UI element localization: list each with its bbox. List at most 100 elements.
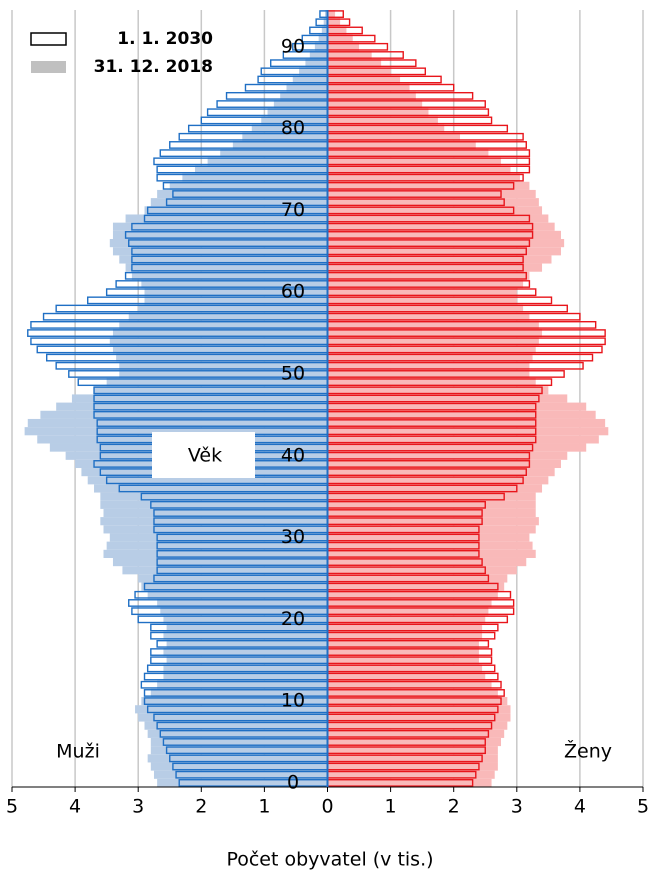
bar — [327, 754, 498, 763]
bar — [327, 173, 520, 182]
bar — [327, 369, 530, 379]
bar — [128, 312, 328, 321]
bar — [119, 255, 328, 264]
bar — [106, 378, 328, 387]
bar — [163, 664, 328, 673]
bar — [327, 337, 539, 346]
bar — [327, 549, 536, 558]
bar — [147, 590, 328, 599]
bar — [327, 574, 508, 583]
bar — [157, 680, 328, 689]
bar — [109, 239, 328, 248]
bar — [292, 75, 328, 84]
bar — [166, 656, 328, 665]
y-tick-label: 80 — [281, 117, 305, 139]
y-tick-label: 50 — [281, 362, 305, 384]
bar — [157, 189, 328, 199]
bar — [327, 296, 517, 305]
x-tick-label: 4 — [69, 796, 81, 818]
bar — [327, 108, 429, 117]
bar — [327, 304, 524, 313]
bar — [157, 778, 328, 787]
bar — [327, 647, 479, 657]
bar — [327, 410, 596, 419]
bar — [106, 541, 328, 550]
bar — [327, 83, 410, 92]
bar — [327, 729, 505, 738]
bar — [327, 697, 508, 706]
bar — [166, 623, 328, 632]
bar — [327, 353, 533, 362]
bar — [119, 361, 328, 370]
age-label-box — [152, 432, 255, 478]
bar — [267, 108, 328, 117]
bar — [119, 320, 328, 329]
bar — [299, 67, 328, 76]
bar — [327, 443, 587, 452]
age-label: Věk — [188, 445, 222, 467]
bar — [327, 639, 479, 648]
bar — [327, 762, 498, 771]
side-label: Muži — [56, 741, 100, 763]
legend-swatch — [31, 61, 66, 73]
x-tick-label: 5 — [637, 796, 649, 818]
bar — [109, 533, 328, 542]
bar — [24, 427, 328, 436]
bar — [166, 639, 328, 648]
bars — [24, 10, 609, 787]
bar — [220, 149, 328, 158]
bar — [327, 737, 502, 747]
bar — [327, 533, 530, 542]
bar — [327, 42, 360, 51]
bar — [309, 50, 328, 60]
bar — [94, 386, 328, 395]
bar — [87, 476, 328, 485]
x-tick-label: 2 — [195, 796, 207, 818]
bar — [112, 328, 328, 338]
bar — [327, 541, 533, 550]
bar — [327, 402, 587, 411]
bar — [40, 410, 328, 419]
bar — [321, 26, 328, 35]
bar — [147, 729, 328, 738]
bar — [150, 746, 328, 755]
bar — [327, 312, 530, 321]
bar — [138, 574, 328, 583]
bar — [163, 631, 328, 640]
bar — [103, 508, 328, 518]
bar — [119, 369, 328, 379]
bar — [194, 165, 328, 174]
bar — [327, 582, 505, 591]
bar — [138, 713, 328, 722]
bar — [27, 418, 328, 428]
bar — [327, 590, 498, 599]
bar — [327, 435, 599, 444]
bar — [131, 271, 328, 280]
bar — [327, 116, 438, 125]
bar — [327, 492, 536, 501]
bar — [207, 157, 328, 166]
x-tick-label: 1 — [258, 796, 270, 818]
bar — [141, 697, 328, 706]
bar — [327, 99, 423, 109]
bar — [327, 198, 539, 207]
legend-label: 1. 1. 2030 — [117, 29, 213, 49]
legend-swatch — [30, 32, 67, 46]
bar — [144, 288, 328, 297]
bar — [286, 83, 328, 92]
bar — [327, 149, 489, 158]
bar — [327, 451, 568, 460]
bar — [163, 647, 328, 657]
bar — [327, 50, 372, 60]
y-tick-label: 10 — [281, 690, 305, 712]
y-tick-label: 30 — [281, 526, 305, 548]
bar — [327, 721, 508, 730]
bar — [327, 378, 536, 387]
bar — [323, 18, 328, 27]
y-tick-label: 40 — [281, 444, 305, 466]
bar — [327, 157, 502, 166]
bar — [182, 173, 328, 182]
bar — [251, 124, 328, 133]
bar — [242, 132, 328, 141]
